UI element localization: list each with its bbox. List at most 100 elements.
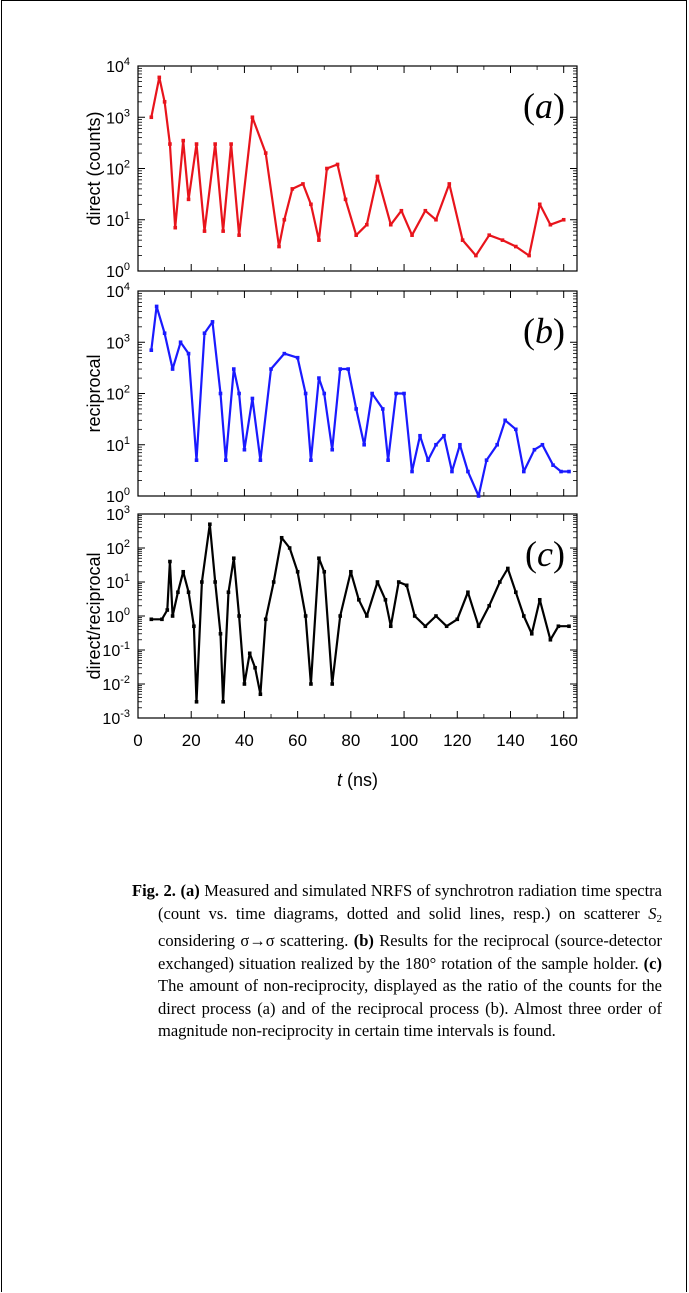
data-point: [221, 699, 225, 704]
caption-s-subscript: 2: [656, 912, 663, 925]
data-point: [567, 624, 571, 629]
data-point: [548, 637, 553, 642]
caption-s-letter: S: [648, 903, 657, 923]
plot-frame: [137, 513, 578, 719]
data-point: [559, 469, 563, 474]
y-tick-label: 103: [106, 332, 130, 352]
x-tick-label: 80: [341, 731, 360, 750]
data-point: [498, 580, 502, 584]
y-tick-label: 10-1: [102, 640, 130, 660]
data-point: [242, 447, 247, 452]
data-point: [521, 469, 526, 474]
x-tick-label: 0: [133, 731, 142, 750]
data-point: [290, 187, 295, 191]
data-point: [458, 442, 462, 447]
data-point: [231, 556, 236, 561]
y-tick-label: 101: [106, 435, 130, 455]
data-point: [434, 442, 438, 447]
caption-b-text: Results for the reciprocal (source-detec…: [158, 931, 662, 973]
data-point: [208, 522, 212, 527]
data-point: [514, 244, 518, 249]
y-tick-label: 104: [106, 56, 130, 76]
data-point: [309, 682, 313, 686]
data-point: [194, 458, 199, 462]
x-tick-label: 20: [182, 731, 201, 750]
data-point: [423, 208, 428, 213]
data-point: [277, 244, 281, 249]
data-point: [237, 233, 241, 237]
data-point: [149, 115, 154, 120]
y-tick-label: 102: [106, 384, 130, 404]
data-point: [399, 208, 404, 213]
data-point: [258, 458, 263, 462]
data-point: [426, 458, 430, 462]
data-point: [160, 617, 164, 622]
plot-frame: [137, 290, 578, 497]
caption-c-text: The amount of non-reciprocity, displayed…: [158, 976, 662, 1040]
data-point: [149, 617, 154, 622]
data-point: [537, 597, 542, 602]
data-point: [186, 351, 191, 356]
data-point: [514, 427, 518, 432]
data-point: [269, 367, 273, 371]
data-point: [466, 469, 470, 474]
x-axis-label: t (ns): [337, 770, 378, 790]
data-point: [540, 442, 545, 447]
data-point: [380, 407, 385, 411]
y-tick-label: 101: [106, 572, 130, 592]
data-point: [388, 624, 393, 629]
data-point: [466, 590, 470, 595]
x-tick-label: 120: [443, 731, 471, 750]
x-tick-label: 160: [550, 731, 578, 750]
y-tick-label: 10-2: [102, 674, 130, 694]
data-point: [521, 614, 526, 618]
plot-frame: [137, 65, 578, 272]
data-point: [210, 320, 215, 324]
data-point: [476, 494, 481, 498]
data-point: [162, 100, 167, 104]
data-point: [263, 617, 268, 622]
data-point: [434, 614, 438, 618]
data-point: [455, 617, 460, 622]
data-point: [186, 197, 191, 202]
data-point: [442, 433, 446, 438]
data-point: [202, 229, 207, 233]
data-point: [168, 142, 172, 146]
data-point: [506, 566, 510, 571]
data-point: [213, 580, 217, 584]
y-tick-label: 100: [106, 486, 130, 506]
data-point: [537, 202, 542, 207]
data-point: [282, 217, 287, 222]
data-point: [154, 304, 159, 309]
data-point: [303, 614, 308, 618]
data-point: [173, 225, 178, 230]
data-point: [250, 115, 255, 120]
caption-b-label: (b): [353, 931, 374, 950]
caption-a-text-2: considering σ→σ scattering.: [158, 931, 354, 950]
data-point: [186, 590, 191, 595]
data-point: [354, 407, 358, 411]
data-point: [383, 597, 388, 602]
y-tick-label: 104: [106, 281, 130, 301]
data-point: [165, 608, 170, 612]
data-point: [229, 142, 233, 146]
data-point: [176, 590, 180, 595]
x-tick-label: 140: [496, 731, 524, 750]
data-point: [487, 603, 491, 608]
data-point: [410, 469, 414, 474]
data-point: [412, 614, 417, 618]
data-point: [447, 182, 452, 186]
data-point: [253, 665, 257, 670]
y-tick-label: 101: [106, 210, 130, 230]
data-point: [181, 569, 186, 574]
data-point: [375, 174, 380, 179]
x-tick-label: 100: [390, 731, 418, 750]
data-point: [527, 253, 531, 258]
data-point: [287, 546, 292, 550]
data-point: [192, 624, 196, 629]
data-point: [556, 624, 561, 629]
data-point: [404, 583, 409, 588]
caption-a-text-1: Measured and simulated NRFS of synchrotr…: [158, 881, 662, 923]
data-point: [309, 458, 313, 462]
data-point: [181, 138, 186, 143]
